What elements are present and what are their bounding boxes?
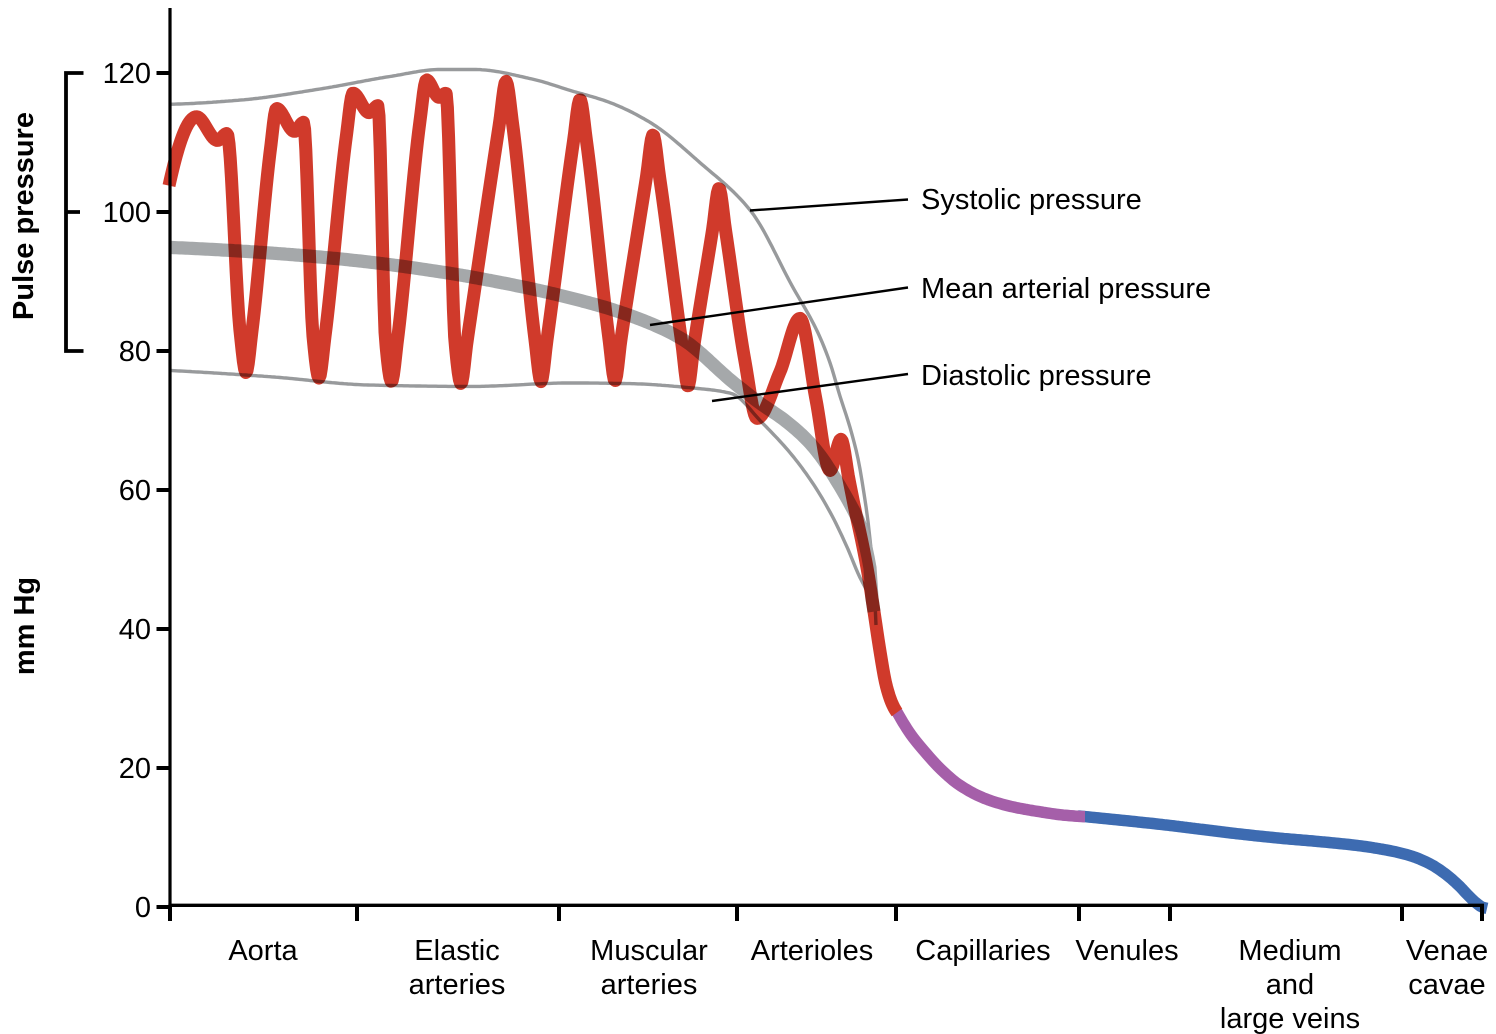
svg-text:arteries: arteries	[409, 969, 506, 1001]
svg-text:100: 100	[103, 197, 151, 229]
svg-text:120: 120	[103, 58, 151, 90]
svg-text:Medium: Medium	[1238, 935, 1341, 967]
svg-text:and: and	[1266, 969, 1314, 1001]
svg-text:Venules: Venules	[1075, 935, 1178, 967]
svg-text:60: 60	[119, 475, 151, 507]
svg-text:Venae: Venae	[1406, 935, 1488, 967]
svg-text:Systolic pressure: Systolic pressure	[921, 184, 1142, 216]
svg-text:arteries: arteries	[601, 969, 698, 1001]
svg-text:Muscular: Muscular	[590, 935, 708, 967]
svg-text:80: 80	[119, 336, 151, 368]
svg-text:Arterioles: Arterioles	[751, 935, 874, 967]
svg-text:Elastic: Elastic	[414, 935, 499, 967]
svg-text:cavae: cavae	[1408, 969, 1485, 1001]
svg-text:Pulse pressure: Pulse pressure	[8, 112, 40, 320]
svg-text:Mean arterial pressure: Mean arterial pressure	[921, 273, 1211, 305]
svg-text:20: 20	[119, 753, 151, 785]
svg-text:large veins: large veins	[1220, 1003, 1360, 1034]
svg-text:Aorta: Aorta	[228, 935, 298, 967]
svg-text:40: 40	[119, 614, 151, 646]
svg-text:mm Hg: mm Hg	[9, 577, 41, 675]
svg-text:0: 0	[135, 892, 151, 924]
svg-text:Diastolic pressure: Diastolic pressure	[921, 360, 1151, 392]
svg-text:Capillaries: Capillaries	[915, 935, 1050, 967]
